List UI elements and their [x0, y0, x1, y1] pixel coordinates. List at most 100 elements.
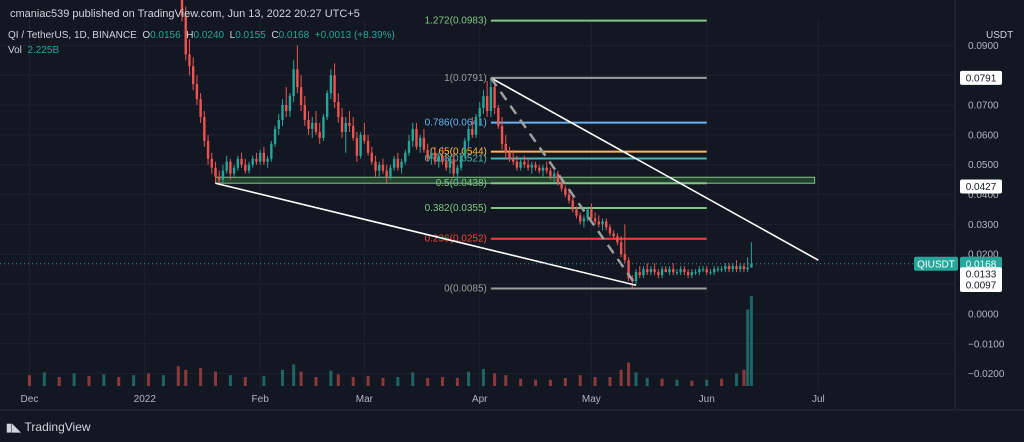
x-tick-label: May [582, 394, 601, 405]
price-tag [960, 277, 1002, 292]
published-line: cmaniac539 published on TradingView.com,… [10, 8, 360, 20]
candle-body [407, 140, 411, 153]
high-value: 0.0240 [193, 30, 225, 41]
candle-body [203, 116, 206, 141]
candle-body [534, 164, 537, 168]
candle-body [311, 122, 314, 129]
candle-body [318, 131, 321, 138]
candle-body [456, 167, 459, 174]
volume-bar [102, 374, 106, 386]
candle-body [400, 161, 403, 168]
candle-body [467, 128, 470, 141]
candle-body [378, 164, 381, 171]
price-tag-text: 0.0791 [966, 73, 997, 84]
volume-bar [742, 369, 746, 386]
volume-bar [411, 372, 415, 386]
candle-body [210, 158, 213, 168]
candle-body [575, 209, 578, 216]
volume-bar [504, 375, 508, 386]
candle-body [281, 105, 284, 120]
y-tick-label: 0.0000 [968, 309, 999, 320]
candle-body [653, 269, 656, 273]
price-tag-text: 0.0168 [966, 259, 997, 270]
volume-bar [280, 369, 284, 386]
candle-body [634, 272, 638, 282]
volume-label: Vol [8, 45, 22, 56]
volume-bar [578, 375, 582, 386]
y-tick-label: 0.0200 [968, 250, 999, 261]
tradingview-logo-icon: ▮◣ [6, 421, 21, 434]
volume-bar [746, 309, 750, 386]
volume-bar [705, 379, 709, 386]
candle-body [638, 272, 641, 276]
candle-body [694, 272, 697, 274]
candle-body [731, 266, 734, 270]
y-tick-label: −0.0200 [968, 369, 1005, 380]
high-label: H [186, 30, 194, 41]
candle-body [244, 164, 247, 171]
volume-bar [441, 377, 445, 386]
candle-body [452, 158, 455, 174]
volume-bar [314, 377, 318, 386]
candle-body [218, 176, 221, 180]
candle-body [523, 161, 526, 165]
candle-body [627, 260, 630, 279]
x-tick-label: Apr [472, 394, 488, 405]
volume-bar [57, 377, 61, 386]
candle-body [545, 167, 548, 171]
volume-bar [481, 368, 485, 386]
candle-body [590, 209, 593, 219]
candle-body [701, 269, 705, 271]
volume-bar [548, 379, 552, 386]
candle-body [351, 125, 355, 138]
volume-bar [161, 375, 165, 386]
y-tick-label: 0.0400 [968, 190, 999, 201]
candle-body [266, 158, 269, 162]
candle-body [586, 209, 589, 219]
candle-body [433, 152, 437, 162]
x-tick-label: Dec [21, 394, 39, 405]
candle-body [497, 108, 500, 126]
volume-bar [228, 375, 232, 386]
candle-body [608, 227, 612, 234]
candle-body [750, 263, 753, 268]
candle-body [489, 87, 493, 112]
volume-bar [42, 372, 46, 386]
candle-body [180, 0, 184, 16]
candle-body [229, 161, 232, 174]
volume-bar [455, 377, 459, 386]
candle-body [493, 87, 496, 109]
volume-bar [593, 377, 597, 386]
candle-body [560, 182, 563, 189]
candle-body [698, 269, 701, 273]
low-value: 0.0155 [235, 30, 266, 41]
x-tick-label: 2022 [134, 394, 157, 405]
candle-body [538, 167, 541, 171]
volume-bar [329, 370, 333, 386]
tradingview-footer[interactable]: ▮◣ TradingView [6, 420, 91, 434]
low-label: L [229, 30, 236, 41]
candle-body [366, 140, 370, 153]
fib-level-label: 0.236(0.0252) [425, 234, 487, 245]
volume-bar [176, 366, 180, 386]
volume-bar [645, 377, 649, 386]
candle-body [430, 152, 433, 159]
candle-body [214, 167, 217, 177]
x-tick-label: Mar [356, 394, 374, 405]
volume-bar [608, 377, 612, 386]
candle-body [236, 158, 240, 168]
volume-bar [563, 377, 567, 386]
volume-bar [720, 378, 724, 386]
volume-bar [634, 372, 638, 386]
candle-body [705, 269, 708, 273]
candle-body [299, 87, 303, 106]
candle-body [616, 236, 619, 243]
candle-body [392, 158, 396, 168]
candle-body [277, 119, 280, 129]
close-value: 0.0168 [278, 30, 310, 41]
candle-body [404, 152, 407, 162]
open-label: O [142, 30, 151, 41]
volume-bar [381, 377, 385, 386]
candle-body [329, 75, 333, 94]
